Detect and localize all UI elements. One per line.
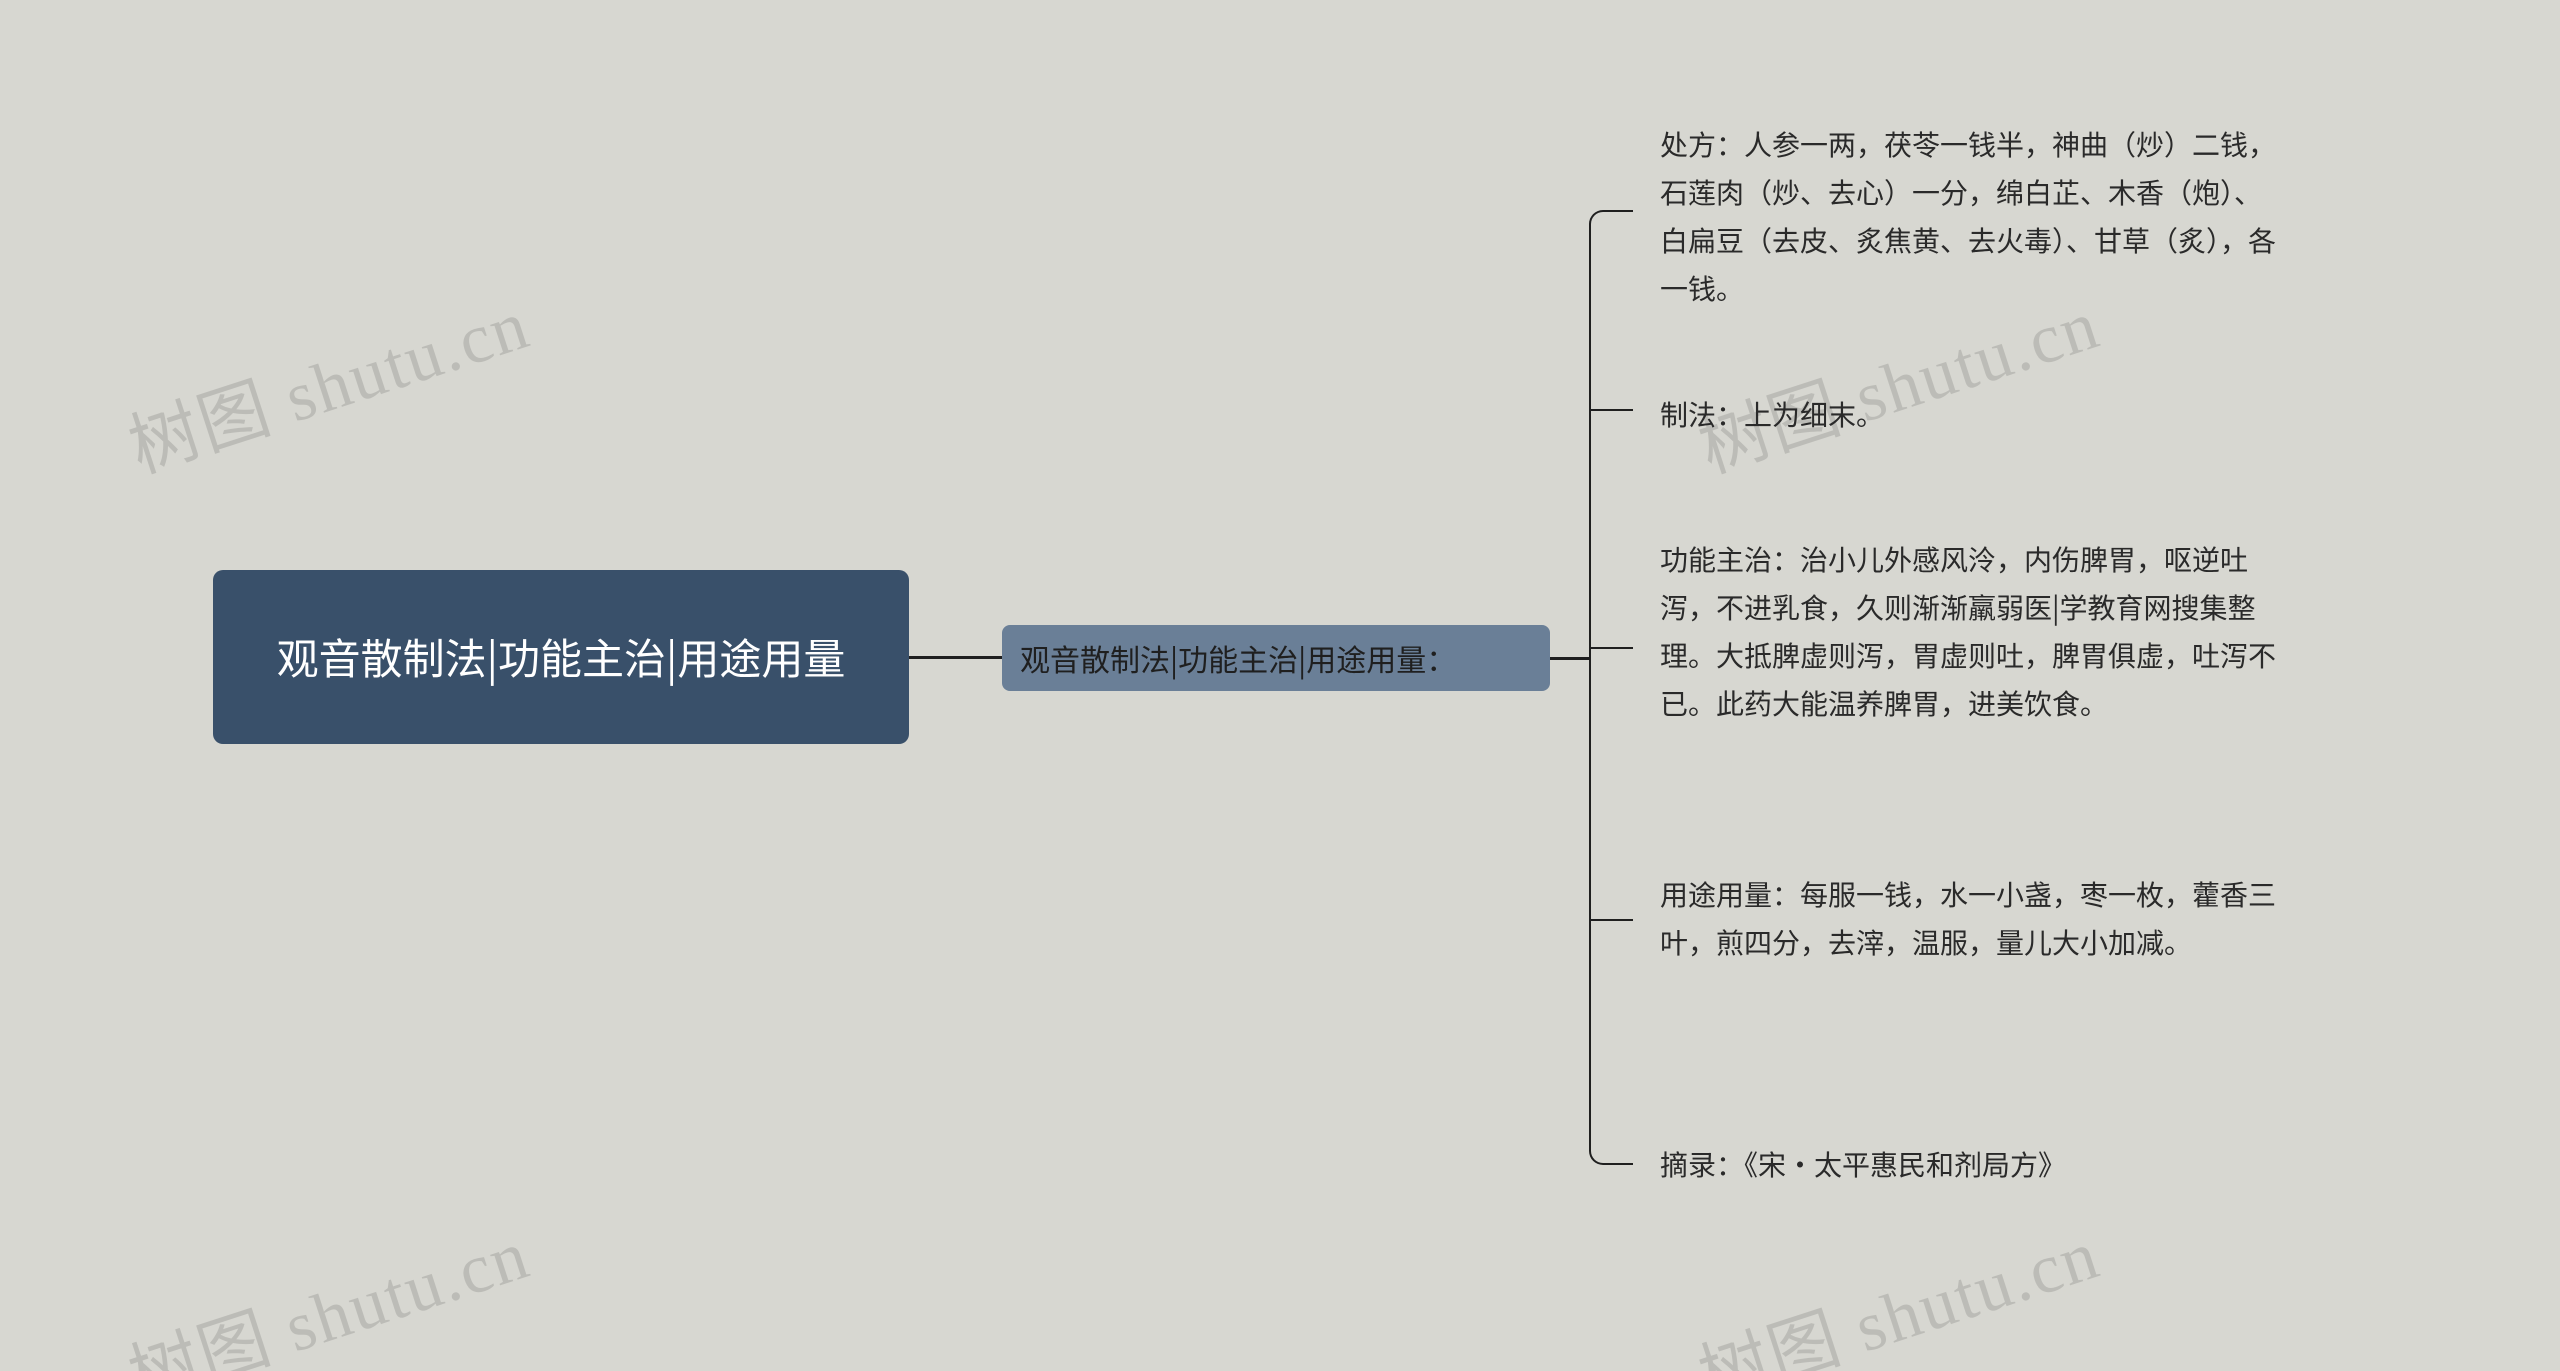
leaf-node-text: 摘录：《宋·太平惠民和剂局方》 (1660, 1144, 2066, 1184)
connector-mid-bracket (1550, 657, 1589, 660)
leaf-node[interactable]: 用途用量：每服一钱，水一小盏，枣一枚，藿香三叶，煎四分，去滓，温服，量儿大小加减… (1660, 870, 2280, 966)
watermark: 树图 shutu.cn (115, 268, 541, 492)
mindmap-canvas: 树图 shutu.cn树图 shutu.cn树图 shutu.cn树图 shut… (0, 0, 2560, 1371)
mid-node[interactable]: 观音散制法|功能主治|用途用量： (1002, 625, 1550, 691)
bracket (1589, 210, 1633, 1165)
watermark: 树图 shutu.cn (1685, 1198, 2111, 1371)
leaf-node[interactable]: 摘录：《宋·太平惠民和剂局方》 (1660, 1140, 2280, 1188)
leaf-node-text: 用途用量：每服一钱，水一小盏，枣一枚，藿香三叶，煎四分，去滓，温服，量儿大小加减… (1660, 874, 2276, 962)
leaf-node-text: 制法：上为细末。 (1660, 394, 1884, 434)
leaf-node-text: 功能主治：治小儿外感风泠，内伤脾胃，呕逆吐泻，不进乳食，久则渐渐羸弱医|学教育网… (1660, 539, 2276, 723)
leaf-node[interactable]: 功能主治：治小儿外感风泠，内伤脾胃，呕逆吐泻，不进乳食，久则渐渐羸弱医|学教育网… (1660, 535, 2280, 727)
leaf-node[interactable]: 处方：人参一两，茯苓一钱半，神曲（炒）二钱，石莲肉（炒、去心）一分，绵白芷、木香… (1660, 120, 2280, 312)
bracket-tick (1589, 919, 1633, 921)
bracket-tick (1589, 647, 1633, 649)
root-node[interactable]: 观音散制法|功能主治|用途用量 (213, 570, 909, 744)
root-node-label: 观音散制法|功能主治|用途用量 (277, 624, 846, 689)
bracket-tick (1589, 409, 1633, 411)
leaf-node-text: 处方：人参一两，茯苓一钱半，神曲（炒）二钱，石莲肉（炒、去心）一分，绵白芷、木香… (1660, 124, 2276, 308)
mid-node-label: 观音散制法|功能主治|用途用量： (1020, 636, 1456, 680)
connector-root-mid (909, 656, 1002, 659)
leaf-node[interactable]: 制法：上为细末。 (1660, 390, 2280, 438)
watermark: 树图 shutu.cn (115, 1198, 541, 1371)
